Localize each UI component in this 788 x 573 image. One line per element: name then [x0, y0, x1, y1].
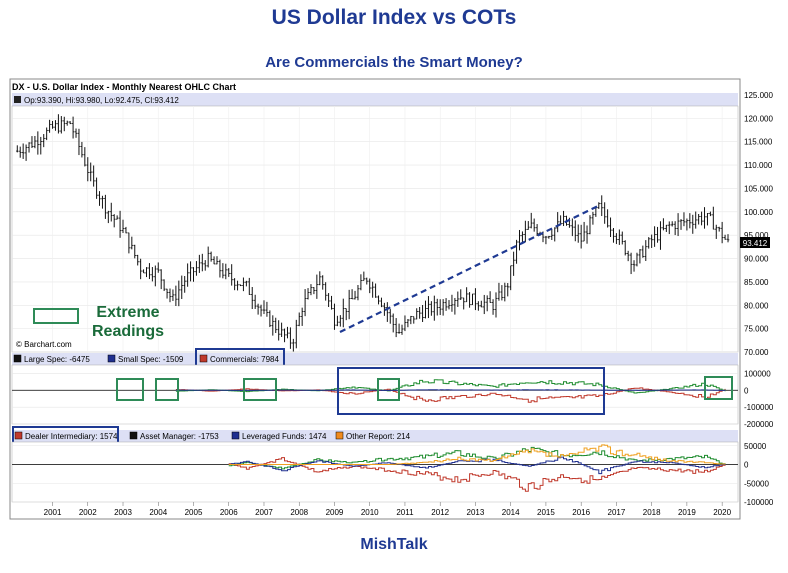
x-tick-label: 2008 — [290, 508, 308, 517]
legend-swatch — [14, 431, 23, 440]
x-axis: 2001 2002 2003 2004 2005 2006 2007 2008 2009 2010… — [44, 502, 732, 517]
x-tick-label: 2006 — [220, 508, 238, 517]
x-tick-label: 2003 — [114, 508, 132, 517]
cot2-panel — [11, 441, 739, 503]
x-tick-label: 2015 — [537, 508, 555, 517]
extreme-box-2005 — [155, 378, 179, 401]
price-y-tick: 115.000 — [744, 138, 773, 147]
legend-label: Dealer Intermediary: 1574 — [25, 432, 118, 441]
price-grid — [12, 106, 738, 353]
x-tick-label: 2013 — [467, 508, 485, 517]
x-tick-label: 2001 — [44, 508, 62, 517]
legend-swatch — [129, 431, 138, 440]
cot-series-line — [175, 389, 726, 391]
cot1-y-axis: 100000 0 -100000 -200000 — [744, 369, 774, 429]
cot-series-line — [228, 444, 726, 465]
extreme-period-box — [337, 367, 605, 415]
cot1-legend: Large Spec: -6475 Small Spec: -1509 Commer… — [13, 354, 279, 364]
legend-label: Other Report: 214 — [346, 432, 411, 441]
legend-swatch — [13, 354, 22, 363]
extreme-legend-box — [33, 308, 79, 324]
legend-label: Large Spec: -6475 — [24, 355, 90, 364]
cot-y-tick: 100000 — [744, 369, 771, 378]
cot2-y-axis: 50000 0 -50000 -100000 — [744, 442, 774, 507]
cot2-lines — [12, 444, 738, 503]
extreme-box-2011 — [377, 378, 400, 401]
price-y-tick: 95.000 — [744, 231, 769, 240]
trend-line — [339, 205, 599, 333]
cot-series-line — [228, 446, 726, 470]
extreme-box-2020 — [704, 376, 733, 400]
cot-y-tick: 50000 — [744, 442, 767, 451]
x-tick-label: 2019 — [678, 508, 696, 517]
x-tick-label: 2009 — [326, 508, 344, 517]
legend-swatch — [199, 354, 208, 363]
cot1-header-bar — [12, 353, 738, 365]
legend-swatch — [231, 431, 240, 440]
cot-y-tick: 0 — [744, 386, 749, 395]
ohlc-legend-swatch — [14, 96, 21, 103]
x-tick-label: 2017 — [608, 508, 626, 517]
legend-label: Leveraged Funds: 1474 — [242, 432, 327, 441]
x-tick-label: 2018 — [643, 508, 661, 517]
credit-text: © Barchart.com — [16, 340, 72, 349]
chart-frame — [9, 78, 741, 520]
x-tick-label: 2012 — [431, 508, 449, 517]
cot-y-tick: -100000 — [744, 498, 774, 507]
price-y-axis: 125.000 120.000 115.000 110.000 105.000 100.0… — [744, 91, 773, 357]
cot2-header-bar — [12, 430, 738, 442]
extreme-box-2008 — [243, 378, 277, 401]
x-tick-label: 2004 — [149, 508, 167, 517]
legend-label: Commercials: 7984 — [210, 355, 279, 364]
cot-y-tick: -100000 — [744, 403, 774, 412]
x-tick-label: 2007 — [255, 508, 273, 517]
page-title: US Dollar Index vs COTs — [271, 6, 517, 29]
price-y-tick: 85.000 — [744, 278, 769, 287]
x-tick-label: 2005 — [185, 508, 203, 517]
extreme-annotation-line1: Extreme — [96, 304, 159, 321]
x-tick-label: 2010 — [361, 508, 379, 517]
price-y-tick: 125.000 — [744, 91, 773, 100]
x-tick-label: 2002 — [79, 508, 97, 517]
legend-label: Small Spec: -1509 — [118, 355, 184, 364]
extreme-box-2004 — [116, 378, 144, 401]
price-y-tick: 75.000 — [744, 325, 769, 334]
cot-y-tick: -50000 — [744, 479, 769, 488]
extreme-annotation-line2: Readings — [92, 323, 164, 340]
cot1-panel — [11, 364, 739, 425]
last-price-box — [740, 237, 770, 248]
price-y-tick: 120.000 — [744, 114, 773, 123]
cot2-legend: Dealer Intermediary: 1574 Asset Manager: … — [14, 431, 411, 441]
last-price-label: 93.412 — [743, 239, 768, 248]
legend-swatch — [335, 431, 344, 440]
ohlc-readout: Op:93.390, Hi:93.980, Lo:92.475, Cl:93.4… — [24, 96, 179, 105]
price-y-tick: 105.000 — [744, 184, 773, 193]
price-bars — [15, 114, 730, 352]
price-y-tick: 70.000 — [744, 348, 769, 357]
cot-series-line — [228, 457, 726, 492]
price-y-tick: 90.000 — [744, 255, 769, 264]
cot1-lines — [12, 373, 738, 425]
cot-y-tick: -200000 — [744, 420, 774, 429]
price-panel — [11, 105, 739, 353]
chart-title: DX - U.S. Dollar Index - Monthly Nearest… — [12, 82, 236, 92]
price-header-bar — [12, 93, 738, 106]
x-tick-label: 2016 — [572, 508, 590, 517]
footer-brand: MishTalk — [360, 536, 428, 553]
legend-label: Asset Manager: -1753 — [140, 432, 219, 441]
x-tick-label: 2020 — [713, 508, 731, 517]
page-subtitle: Are Commercials the Smart Money? — [265, 54, 523, 71]
legend-swatch — [107, 354, 116, 363]
price-y-tick: 80.000 — [744, 301, 769, 310]
x-tick-label: 2011 — [396, 508, 414, 517]
price-y-tick: 110.000 — [744, 161, 773, 170]
cot-y-tick: 0 — [744, 461, 749, 470]
x-tick-label: 2014 — [502, 508, 520, 517]
price-y-tick: 100.000 — [744, 208, 773, 217]
